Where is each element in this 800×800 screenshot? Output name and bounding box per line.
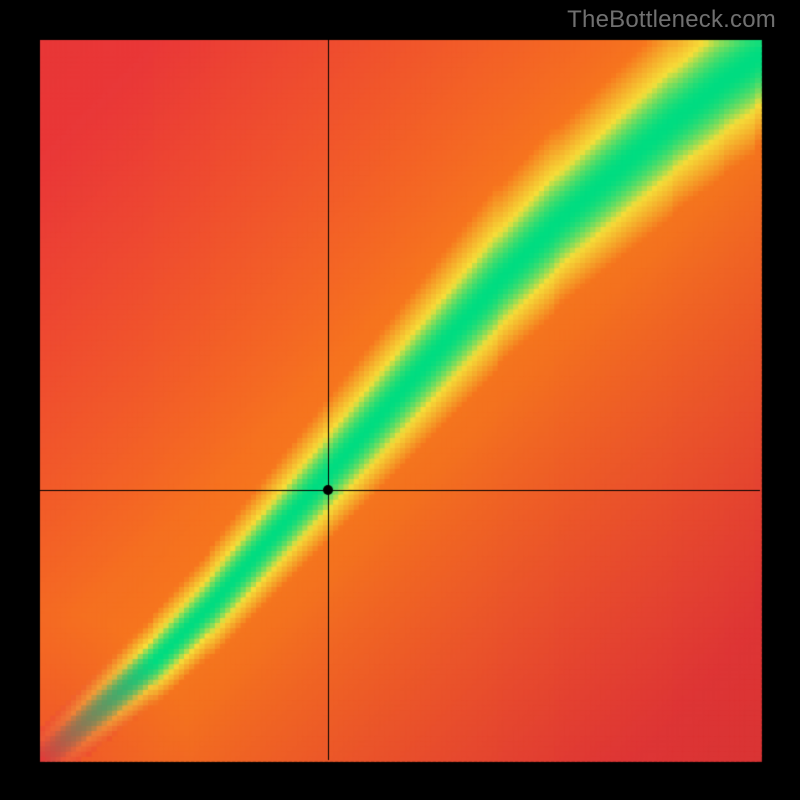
chart-container: TheBottleneck.com: [0, 0, 800, 800]
heatmap-plot: [0, 0, 800, 800]
watermark-text: TheBottleneck.com: [567, 6, 776, 34]
